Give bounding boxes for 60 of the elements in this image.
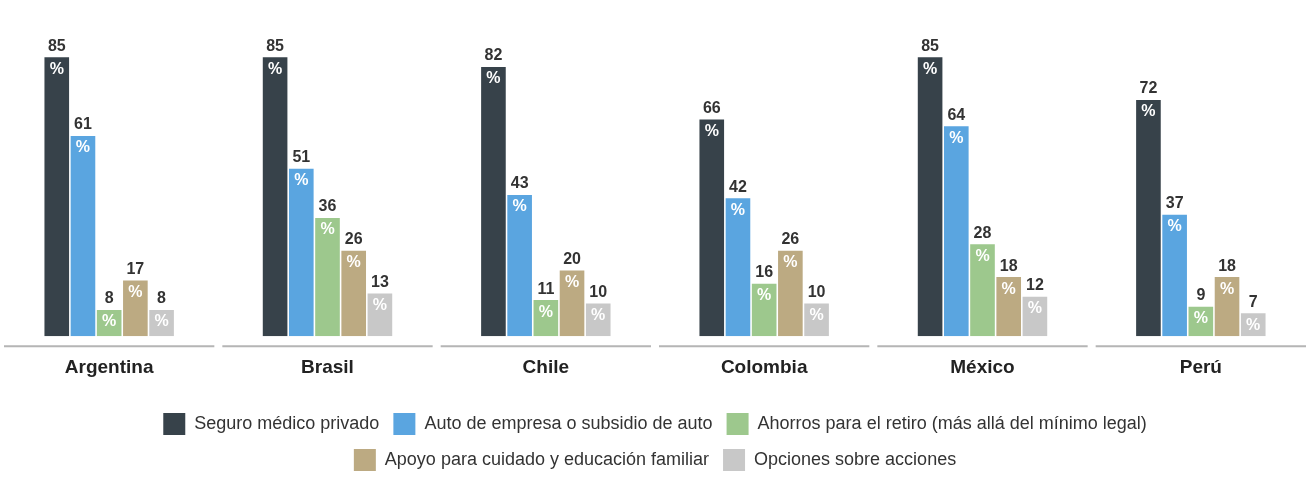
legend-label: Seguro médico privado	[194, 412, 380, 433]
data-label: 7 %	[1246, 292, 1261, 333]
legend-label: Opciones sobre acciones	[754, 448, 957, 469]
bar	[481, 67, 506, 337]
legend-label: Auto de empresa o subsidio de auto	[424, 412, 713, 433]
bar	[123, 280, 148, 337]
x-tick-label: Perú	[1179, 355, 1222, 377]
data-label: 10 %	[807, 282, 826, 323]
x-tick-label: Brasil	[301, 355, 354, 377]
data-label: 13 %	[371, 272, 389, 313]
bar	[70, 136, 96, 337]
legend-label: Ahorros para el retiro (más allá del mínimo legal)	[757, 412, 1147, 433]
bar	[315, 218, 340, 337]
bar	[996, 277, 1022, 337]
bar	[44, 57, 70, 337]
data-label: 28 %	[973, 223, 992, 264]
bar	[917, 57, 943, 337]
bar	[699, 119, 725, 337]
bar	[1136, 99, 1161, 337]
x-tick-label: Argentina	[64, 355, 154, 377]
bar	[262, 57, 288, 337]
data-label: 8 %	[102, 289, 117, 330]
data-label: 26 %	[781, 230, 800, 271]
bar	[778, 250, 803, 337]
data-label: 37 %	[1165, 194, 1184, 235]
bar	[970, 244, 995, 337]
data-label: 9 %	[1193, 286, 1208, 327]
data-label: 17 %	[126, 259, 145, 300]
legend-label: Apoyo para cuidado y educación familiar	[384, 448, 710, 469]
data-label: 85 %	[266, 36, 285, 77]
data-label: 64 %	[947, 105, 966, 146]
x-tick-label: Colombia	[720, 355, 808, 377]
data-label: 66 %	[702, 98, 721, 139]
bar	[288, 168, 314, 337]
data-label: 85 %	[47, 36, 66, 77]
data-label: 18 %	[1218, 256, 1237, 297]
data-label: 18 %	[999, 256, 1018, 297]
data-label: 12 %	[1026, 276, 1044, 317]
data-label: 82 %	[484, 46, 503, 87]
bar	[507, 195, 532, 337]
bar	[341, 250, 367, 337]
bar	[943, 126, 969, 337]
data-label: 16 %	[755, 263, 774, 304]
bar	[1162, 214, 1187, 337]
data-label: 26 %	[344, 230, 363, 271]
data-label: 11 %	[537, 279, 555, 320]
data-label: 72 %	[1139, 79, 1158, 120]
data-label: 8 %	[154, 289, 169, 330]
bar	[1214, 277, 1240, 337]
x-tick-label: México	[950, 355, 1015, 377]
data-label: 61 %	[74, 115, 92, 156]
x-tick-label: Chile	[522, 355, 570, 377]
data-label: 20 %	[563, 249, 582, 290]
data-label: 42 %	[729, 177, 747, 218]
bar	[725, 198, 751, 337]
data-label: 85 %	[921, 36, 940, 77]
data-label: 43 %	[510, 174, 529, 215]
data-label: 51 %	[292, 148, 311, 189]
data-label: 36 %	[318, 197, 337, 238]
data-label: 10 %	[589, 282, 608, 323]
